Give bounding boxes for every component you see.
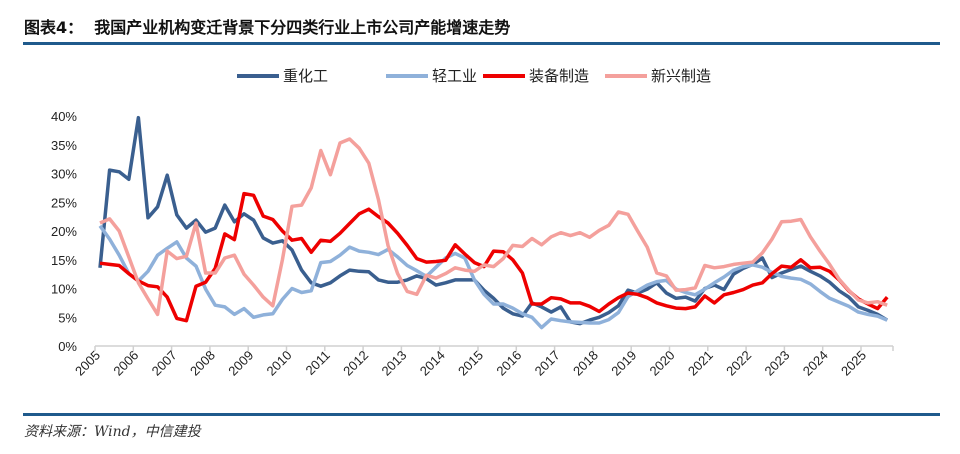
legend-label: 轻工业 — [432, 67, 477, 85]
x-tick-label: 2017 — [532, 348, 563, 379]
source-note: 资料来源：Wind，中信建投 — [24, 424, 201, 440]
y-tick-label: 15% — [51, 253, 77, 268]
series-line-2 — [99, 191, 889, 323]
x-tick-label: 2016 — [493, 348, 524, 379]
y-tick-label: 20% — [51, 224, 77, 239]
x-tick-label: 2014 — [417, 348, 448, 379]
figure-title: 图表4： 我国产业机构变迁背景下分四类行业上市公司产能增速走势 — [24, 18, 511, 37]
legend-label: 新兴制造 — [651, 67, 711, 85]
x-tick-label: 2018 — [570, 348, 601, 379]
x-tick-label: 2011 — [303, 348, 333, 378]
x-tick-label: 2012 — [340, 348, 371, 379]
x-tick-label: 2021 — [685, 348, 716, 379]
x-tick-label: 2025 — [838, 348, 869, 379]
series-line-0 — [98, 115, 889, 326]
x-tick-label: 2024 — [800, 348, 831, 379]
y-tick-label: 35% — [51, 138, 77, 153]
x-tick-label: 2006 — [110, 348, 141, 379]
x-tick-label: 2008 — [187, 348, 218, 379]
x-tick-label: 2007 — [149, 348, 180, 379]
x-tick-label: 2009 — [225, 348, 256, 379]
x-tick-label: 2013 — [378, 348, 409, 379]
y-axis: 0% 5% 10% 15% 20% 25% 30% 35% 40% — [51, 109, 77, 354]
legend-label: 装备制造 — [529, 67, 589, 85]
legend: 重化工 轻工业 装备制造 新兴制造 — [237, 67, 711, 85]
series-line-3 — [99, 137, 888, 317]
y-tick-label: 0% — [58, 339, 77, 354]
y-tick-label: 25% — [51, 195, 77, 210]
x-tick-label: 2015 — [455, 348, 486, 379]
series-lines — [98, 115, 889, 330]
x-tick-label: 2019 — [608, 348, 639, 379]
y-tick-label: 40% — [51, 109, 77, 124]
legend-label: 重化工 — [283, 67, 328, 85]
series-line-1 — [98, 224, 888, 330]
x-tick-label: 2022 — [723, 348, 754, 379]
header-rule — [23, 42, 940, 45]
x-tick-label: 2020 — [647, 348, 678, 379]
y-tick-label: 30% — [51, 167, 77, 182]
x-tick-label: 2023 — [761, 348, 792, 379]
footer-rule — [23, 413, 940, 416]
y-tick-label: 5% — [58, 310, 77, 325]
y-tick-label: 10% — [51, 282, 77, 297]
x-tick-label: 2010 — [264, 348, 295, 379]
x-axis: 2005 2006 2007 2008 2009 2010 2011 2012 2013 2014… — [72, 345, 894, 379]
